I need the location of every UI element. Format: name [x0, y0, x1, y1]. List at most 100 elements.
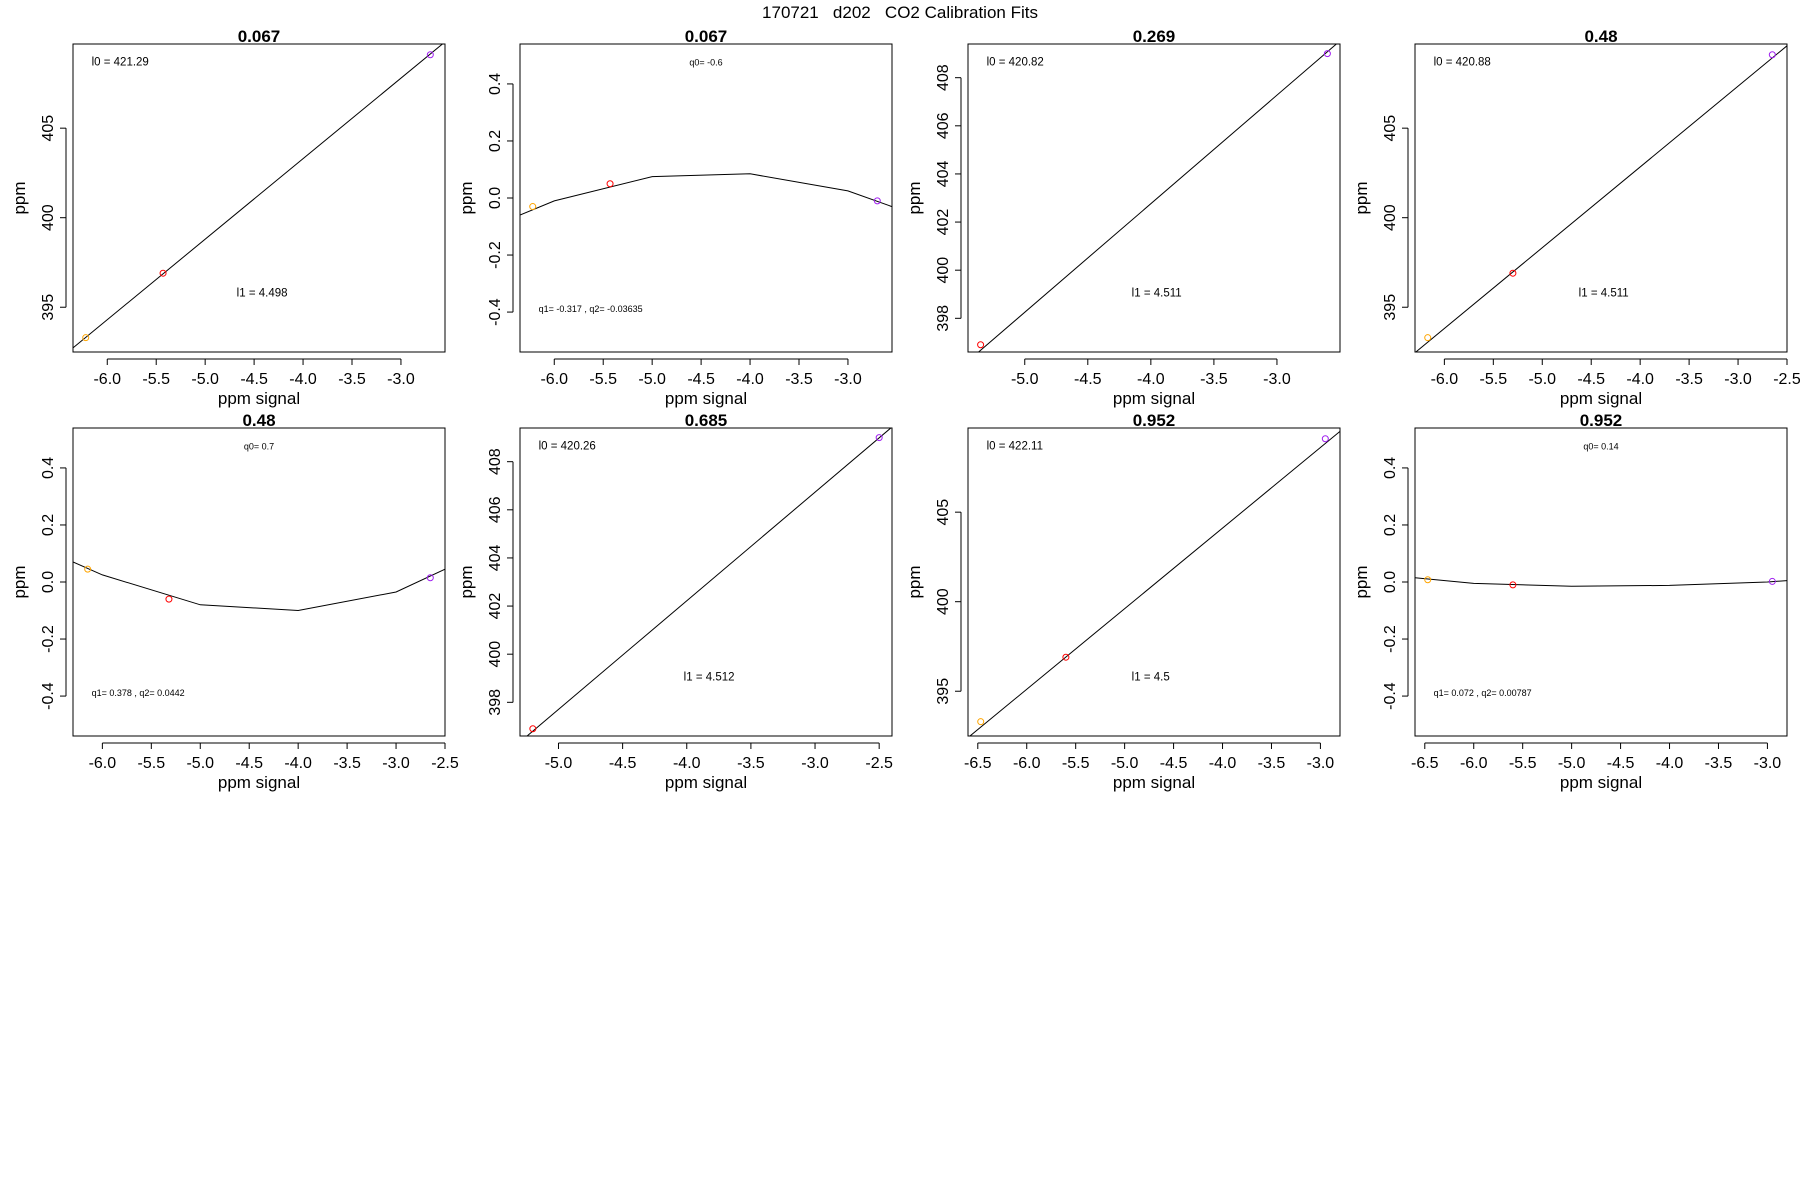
x-tick-label: -5.0 [638, 371, 666, 388]
x-tick-label: -3.0 [387, 371, 415, 388]
y-axis-label: ppm [1352, 181, 1371, 214]
fit-line [73, 561, 445, 612]
fit-annotation: l0 = 420.88 [1434, 57, 1491, 69]
y-tick-label: 400 [935, 257, 952, 284]
data-point [606, 180, 614, 188]
x-tick-label: -3.0 [801, 755, 829, 772]
x-tick-label: -3.5 [1705, 755, 1733, 772]
x-tick-label: -4.0 [736, 371, 764, 388]
y-tick-label: 0.0 [40, 571, 57, 593]
chart-panel: 0.685 -5.0 -4.5 -4.0 -3.5 -3.0 -2.5 ppm signal 3… [457, 411, 893, 792]
x-tick-label: -5.5 [1480, 371, 1508, 388]
page-title: 170721 d202 CO2 Calibration Fits [762, 3, 1038, 22]
plot-frame [72, 427, 446, 737]
x-axis-label: ppm signal [218, 773, 300, 792]
data-point [426, 574, 434, 582]
x-tick-label: -3.0 [1263, 371, 1291, 388]
y-tick-label: 408 [487, 448, 504, 475]
x-tick-label: -3.5 [785, 371, 813, 388]
x-tick-label: -4.5 [1074, 371, 1102, 388]
y-axis: 395 400 405 ppm [10, 115, 67, 321]
y-axis-label: ppm [10, 181, 29, 214]
x-tick-label: -2.5 [431, 755, 459, 772]
x-tick-label: -6.5 [964, 755, 992, 772]
x-axis: -6.5 -6.0 -5.5 -5.0 -4.5 -4.0 -3.5 -3.0 ppm sign… [964, 742, 1334, 792]
chart-title: 0.269 [1133, 27, 1176, 46]
y-tick-label: 398 [935, 305, 952, 332]
fit-annotation: l1 = 4.511 [1132, 288, 1182, 300]
x-tick-label: -3.5 [1675, 371, 1703, 388]
data-point [1509, 581, 1517, 589]
y-tick-label: 395 [935, 678, 952, 705]
x-axis: -6.0 -5.5 -5.0 -4.5 -4.0 -3.5 -3.0 -2.5 ppm sign… [89, 742, 459, 792]
x-tick-label: -6.0 [1013, 755, 1041, 772]
data-point [1062, 653, 1070, 661]
data-point [426, 51, 434, 59]
x-tick-label: -3.5 [1258, 755, 1286, 772]
y-axis: -0.4 -0.2 0.0 0.2 0.4 ppm [10, 457, 67, 710]
x-tick-label: -2.5 [865, 755, 893, 772]
data-point [159, 269, 167, 277]
x-tick-label: -4.0 [1137, 371, 1165, 388]
fit-line [1415, 45, 1787, 352]
x-tick-label: -2.5 [1773, 371, 1800, 388]
y-tick-label: -0.2 [40, 625, 57, 653]
data-point [529, 725, 537, 733]
y-tick-label: 0.4 [40, 457, 57, 479]
y-tick-label: -0.4 [487, 298, 504, 326]
chart-panel: 0.48 -6.0 -5.5 -5.0 -4.5 -4.0 -3.5 -3.0 -2.5 ppm … [1352, 27, 1800, 408]
x-tick-label: -4.5 [240, 371, 268, 388]
x-tick-label: -5.0 [545, 755, 573, 772]
x-axis: -5.0 -4.5 -4.0 -3.5 -3.0 -2.5 ppm signal [545, 742, 893, 792]
plot-frame [967, 427, 1341, 737]
data-point [82, 334, 90, 342]
y-tick-label: 0.4 [1382, 457, 1399, 479]
x-tick-label: -4.0 [284, 755, 312, 772]
x-tick-label: -3.5 [338, 371, 366, 388]
y-tick-label: 405 [1382, 115, 1399, 142]
x-tick-label: -5.5 [1062, 755, 1090, 772]
x-tick-label: -4.0 [289, 371, 317, 388]
x-tick-label: -5.0 [1528, 371, 1556, 388]
x-tick-label: -3.0 [1754, 755, 1782, 772]
fit-annotation: q1= -0.317 , q2= -0.03635 [539, 304, 643, 314]
fit-line [73, 44, 444, 349]
fit-line [977, 44, 1338, 352]
y-tick-label: -0.4 [40, 682, 57, 710]
x-axis-label: ppm signal [1113, 773, 1195, 792]
data-point [873, 197, 881, 205]
y-tick-label: -0.4 [1382, 682, 1399, 710]
data-point [1323, 50, 1331, 58]
y-tick-label: 400 [935, 588, 952, 615]
x-tick-label: -5.0 [1558, 755, 1586, 772]
fit-annotation: l0 = 421.29 [92, 57, 149, 69]
x-axis-label: ppm signal [665, 773, 747, 792]
y-axis-label: ppm [10, 565, 29, 598]
y-tick-label: 404 [935, 160, 952, 187]
y-axis-label: ppm [457, 565, 476, 598]
x-tick-label: -3.5 [737, 755, 765, 772]
x-tick-label: -6.0 [1431, 371, 1459, 388]
x-tick-label: -4.0 [673, 755, 701, 772]
x-tick-label: -4.5 [687, 371, 715, 388]
x-tick-label: -6.0 [89, 755, 117, 772]
chart-panel: 0.269 -5.0 -4.5 -4.0 -3.5 -3.0 ppm signal 398 40… [905, 27, 1341, 408]
fit-annotation: l1 = 4.511 [1579, 288, 1629, 300]
fit-annotation: q1= 0.378 , q2= 0.0442 [92, 688, 185, 698]
y-tick-label: 402 [487, 593, 504, 620]
chart-panel: 0.067 -6.0 -5.5 -5.0 -4.5 -4.0 -3.5 -3.0 ppm sig… [10, 27, 446, 408]
x-tick-label: -5.0 [186, 755, 214, 772]
x-tick-label: -5.5 [589, 371, 617, 388]
fit-annotation: l0 = 420.82 [987, 57, 1044, 69]
chart-panel: 0.48 -6.0 -5.5 -5.0 -4.5 -4.0 -3.5 -3.0 -2.5 ppm … [10, 411, 459, 792]
plot-frame [1414, 43, 1788, 353]
x-tick-label: -3.5 [1200, 371, 1228, 388]
y-axis: -0.4 -0.2 0.0 0.2 0.4 ppm [457, 73, 514, 326]
y-tick-label: 405 [935, 499, 952, 526]
x-tick-label: -4.5 [1160, 755, 1188, 772]
y-tick-label: 0.0 [1382, 571, 1399, 593]
data-point [165, 595, 173, 603]
y-tick-label: 404 [487, 544, 504, 571]
plot-frame [72, 43, 446, 353]
